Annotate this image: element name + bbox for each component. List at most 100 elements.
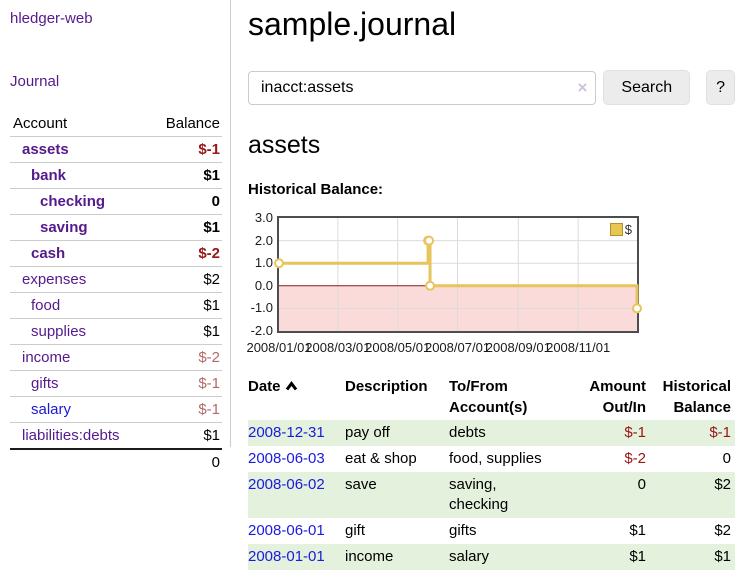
register-balance: 0: [722, 450, 731, 467]
chart-plot-area: $: [274, 216, 642, 333]
search-button[interactable]: Search: [603, 70, 691, 105]
account-row: checking 0: [10, 188, 222, 215]
clear-search-icon[interactable]: ×: [577, 77, 588, 97]
y-axis-tick-label: 1.0: [254, 255, 273, 271]
account-balance: $-2: [148, 240, 222, 267]
register-date-link[interactable]: 2008-06-03: [248, 450, 325, 467]
register-column-header: To/From Account(s): [449, 378, 528, 416]
register-date-link[interactable]: 2008-06-01: [248, 522, 325, 539]
account-row: gifts $-1: [10, 370, 222, 397]
register-row: 2008-06-01 gift gifts $1 $2: [248, 518, 735, 544]
register-date-link[interactable]: 2008-06-02: [248, 476, 325, 493]
account-balance: $1: [148, 214, 222, 241]
x-axis-tick-label: 2008/01/01: [246, 340, 312, 355]
register-balance: $-1: [650, 420, 735, 446]
sidebar-item-journal[interactable]: Journal: [10, 73, 60, 90]
account-balance: $1: [148, 162, 222, 189]
register-date-link[interactable]: 2008-12-31: [248, 424, 325, 441]
sidebar-account-link[interactable]: liabilities:debts: [22, 427, 120, 444]
account-balance: 0: [148, 188, 222, 215]
register-description: pay off: [345, 420, 449, 446]
main-content: sample.journal × Search ? assets Histori…: [246, 0, 735, 570]
account-balance: $2: [148, 266, 222, 293]
account-row: bank $1: [10, 162, 222, 189]
search-input[interactable]: [248, 70, 597, 105]
register-accounts: food, supplies: [449, 450, 542, 467]
sidebar-account-link[interactable]: saving: [40, 219, 88, 236]
accounts-table-body: assets $-1 bank $1 checking 0 saving $1 cash $-2 e…: [10, 136, 222, 449]
historical-balance-chart: $ 3.0 2.0 1.0 0.0 -1.0 -2.0 2008/01/01 2008/03…: [246, 210, 735, 355]
register-description: income: [345, 544, 449, 570]
x-axis-tick-label: 2008/05/01: [365, 340, 431, 355]
x-axis-tick-label: 2008/07/01: [424, 340, 491, 355]
register-header-row: Date Description To/From Account(s) Amount …: [248, 374, 735, 420]
register-description: save: [345, 472, 449, 518]
register-row: 2008-06-02 save saving, checking 0 $2: [248, 472, 735, 518]
page-title: sample.journal: [248, 6, 457, 42]
register-amount: 0: [565, 472, 650, 518]
account-row: supplies $1: [10, 318, 222, 345]
x-axis-tick-label: 2008/09/01: [485, 340, 551, 355]
account-row: saving $1: [10, 214, 222, 241]
sidebar-account-link[interactable]: checking: [40, 193, 106, 210]
account-row: salary $-1: [10, 396, 222, 423]
y-axis-tick-label: 0.0: [254, 277, 273, 293]
y-axis-tick-label: 3.0: [254, 210, 273, 225]
account-balance: $-1: [148, 136, 222, 163]
register-accounts: saving, checking: [449, 472, 565, 518]
search-input-wrap: ×: [248, 70, 597, 105]
account-row: income $-2: [10, 344, 222, 371]
sidebar-account-link[interactable]: income: [22, 349, 71, 366]
x-axis-tick-label: 2008/03/01: [305, 340, 371, 355]
accounts-header-row: Account Balance: [10, 111, 222, 137]
register-column-header: Amount Out/In: [589, 378, 646, 416]
search-form: × Search ?: [248, 70, 735, 105]
account-balance: $-1: [148, 396, 222, 423]
sidebar-account-link[interactable]: assets: [22, 141, 69, 158]
sidebar-account-link[interactable]: gifts: [31, 375, 59, 392]
chart-title: Historical Balance:: [248, 181, 384, 198]
account-row: food $1: [10, 292, 222, 319]
register-amount: $1: [629, 522, 646, 539]
register-table: Date Description To/From Account(s) Amount …: [248, 374, 735, 570]
account-balance: $1: [148, 422, 222, 449]
sidebar-account-link[interactable]: salary: [31, 401, 72, 418]
register-balance: $2: [714, 522, 731, 539]
chart-canvas: [274, 218, 642, 331]
register-column-header[interactable]: Date: [248, 374, 345, 420]
accounts-table: Account Balance assets $-1 bank $1 checking 0…: [10, 111, 222, 475]
account-balance: $1: [148, 292, 222, 319]
sidebar-account-link[interactable]: cash: [31, 245, 66, 262]
legend-label: $: [624, 222, 632, 237]
sidebar-account-link[interactable]: bank: [31, 167, 67, 184]
sidebar-account-link[interactable]: food: [31, 297, 61, 314]
sidebar-account-link[interactable]: supplies: [31, 323, 87, 340]
register-amount: $-2: [624, 450, 646, 467]
register-description: eat & shop: [345, 450, 417, 467]
balance-column-header: Balance: [165, 115, 220, 132]
y-axis-tick-label: 2.0: [254, 232, 273, 248]
register-amount: $1: [565, 544, 650, 570]
account-row: liabilities:debts $1: [10, 422, 222, 449]
accounts-total-row: 0: [10, 448, 222, 475]
register-column-header: Historical Balance: [662, 378, 731, 416]
register-row: 2008-12-31 pay off debts $-1 $-1: [248, 420, 735, 446]
register-amount: $-1: [565, 420, 650, 446]
sidebar: hledger-web Journal Account Balance asse…: [0, 0, 231, 475]
account-balance: $1: [148, 318, 222, 345]
account-row: expenses $2: [10, 266, 222, 293]
sort-ascending-icon: [285, 381, 297, 391]
help-button[interactable]: ?: [706, 70, 735, 105]
y-axis-tick-label: -2.0: [250, 323, 273, 338]
app-title-link[interactable]: hledger-web: [10, 10, 93, 27]
register-date-link[interactable]: 2008-01-01: [248, 548, 325, 565]
account-heading: assets: [248, 131, 321, 159]
x-axis-tick-label: 2008/11/01: [546, 340, 611, 355]
accounts-total: 0: [148, 448, 222, 475]
register-accounts: salary: [449, 544, 565, 570]
register-row: 2008-06-03 eat & shop food, supplies $-2 0: [248, 446, 735, 472]
sidebar-account-link[interactable]: expenses: [22, 271, 87, 288]
account-balance: $-2: [148, 344, 222, 371]
account-row: assets $-1: [10, 136, 222, 163]
account-row: cash $-2: [10, 240, 222, 267]
